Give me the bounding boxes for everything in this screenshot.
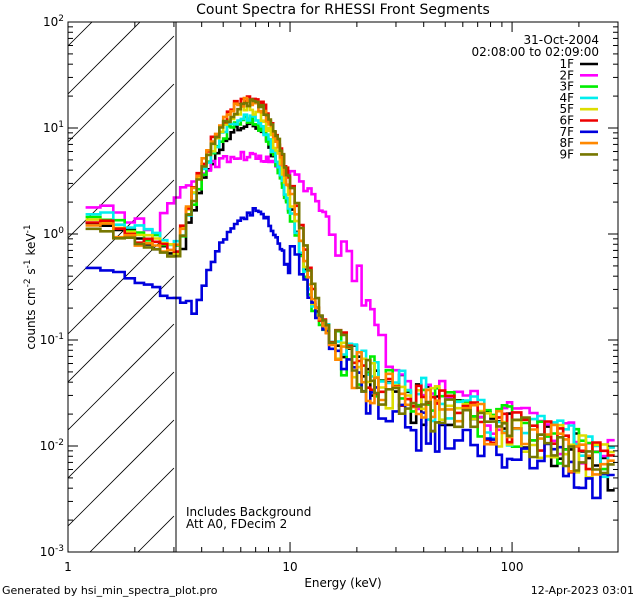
y-tick-label: 10-1	[40, 332, 64, 347]
plot-frame	[67, 21, 619, 553]
series-line-9F	[85, 98, 615, 475]
x-axis-label: Energy (keV)	[304, 576, 381, 590]
legend-label-3F: 3F	[559, 80, 574, 94]
x-tick-label: 100	[501, 560, 524, 574]
hatch-line	[68, 419, 175, 527]
y-label-base: counts cm	[24, 287, 38, 349]
legend-label-2F: 2F	[559, 68, 574, 82]
time-range-annotation: 02:08:00 to 02:09:00	[472, 45, 599, 59]
y-label-exp2: -1	[23, 259, 33, 268]
series-line-2F	[85, 150, 615, 465]
hatch-line	[68, 83, 175, 191]
hatch-line	[68, 22, 141, 95]
hatch-line	[137, 515, 175, 552]
legend-label-5F: 5F	[559, 102, 574, 116]
x-tick-label: 1	[64, 560, 72, 574]
y-tick-label: 10-3	[40, 544, 64, 559]
hatch-line	[68, 22, 93, 47]
hatch-line	[68, 275, 175, 383]
date-annotation: 31-Oct-2004	[523, 33, 599, 47]
legend-label-4F: 4F	[559, 91, 574, 105]
y-tick-label: 101	[43, 120, 64, 135]
y-label-mid1: s	[24, 268, 38, 278]
series-line-7F	[85, 207, 615, 500]
hatched-excluded-region	[68, 22, 175, 552]
legend-label-9F: 9F	[559, 147, 574, 161]
legend-label-1F: 1F	[559, 57, 574, 71]
footer-timestamp: 12-Apr-2023 03:01	[531, 584, 634, 597]
attenuator-note: Att A0, FDecim 2	[186, 517, 287, 531]
legend-label-6F: 6F	[559, 114, 574, 128]
hatch-line	[89, 467, 175, 552]
legend-label-7F: 7F	[559, 125, 574, 139]
x-axis: 1 10 100	[64, 22, 619, 574]
footer-generator: Generated by hsi_min_spectra_plot.pro	[2, 584, 218, 597]
y-tick-label: 10-2	[40, 438, 64, 453]
hatch-line	[68, 323, 175, 431]
y-axis-label: counts cm-2 s-1 keV-1	[23, 224, 38, 349]
chart-title: Count Spectra for RHESSI Front Segments	[196, 2, 490, 18]
y-tick-label: 102	[43, 14, 64, 29]
hatch-line	[68, 371, 175, 479]
series-line-5F	[85, 104, 615, 479]
y-label-exp1: -2	[23, 278, 33, 287]
x-tick-label: 10	[282, 560, 297, 574]
hatch-line	[68, 227, 175, 335]
y-label-exp3: -1	[23, 224, 33, 233]
series-line-1F	[85, 118, 615, 492]
series-line-6F	[85, 95, 615, 474]
y-label-mid2: keV	[24, 233, 38, 260]
y-tick-label: 100	[43, 226, 64, 241]
series-layer	[85, 95, 615, 500]
background-note: Includes Background	[186, 505, 311, 519]
hatch-line	[68, 35, 175, 143]
hatch-line	[68, 131, 175, 239]
legend-label-8F: 8F	[559, 136, 574, 150]
series-line-3F	[85, 115, 615, 471]
y-axis: 10-3 10-2 10-1 100 101 102	[40, 14, 618, 559]
